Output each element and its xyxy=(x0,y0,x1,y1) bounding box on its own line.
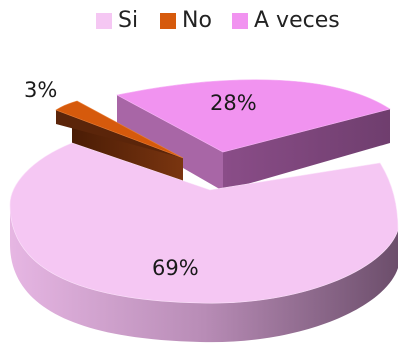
slice-si xyxy=(9,142,399,343)
label-si: 69% xyxy=(152,256,199,280)
label-a-veces: 28% xyxy=(210,91,257,115)
legend-label-no: No xyxy=(182,8,212,33)
chart-legend: Si No A veces xyxy=(0,6,399,36)
legend-swatch-no xyxy=(160,13,176,29)
slice-a-veces xyxy=(116,79,391,191)
label-no: 3% xyxy=(24,78,57,102)
legend-item-no: No xyxy=(160,6,212,36)
legend-item-si: Si xyxy=(96,6,138,36)
legend-label-a-veces: A veces xyxy=(254,8,340,33)
legend-item-a-veces: A veces xyxy=(232,6,340,36)
legend-label-si: Si xyxy=(118,8,139,33)
slice-no xyxy=(55,100,184,182)
legend-swatch-si xyxy=(96,13,112,29)
legend-swatch-a-veces xyxy=(232,13,248,29)
